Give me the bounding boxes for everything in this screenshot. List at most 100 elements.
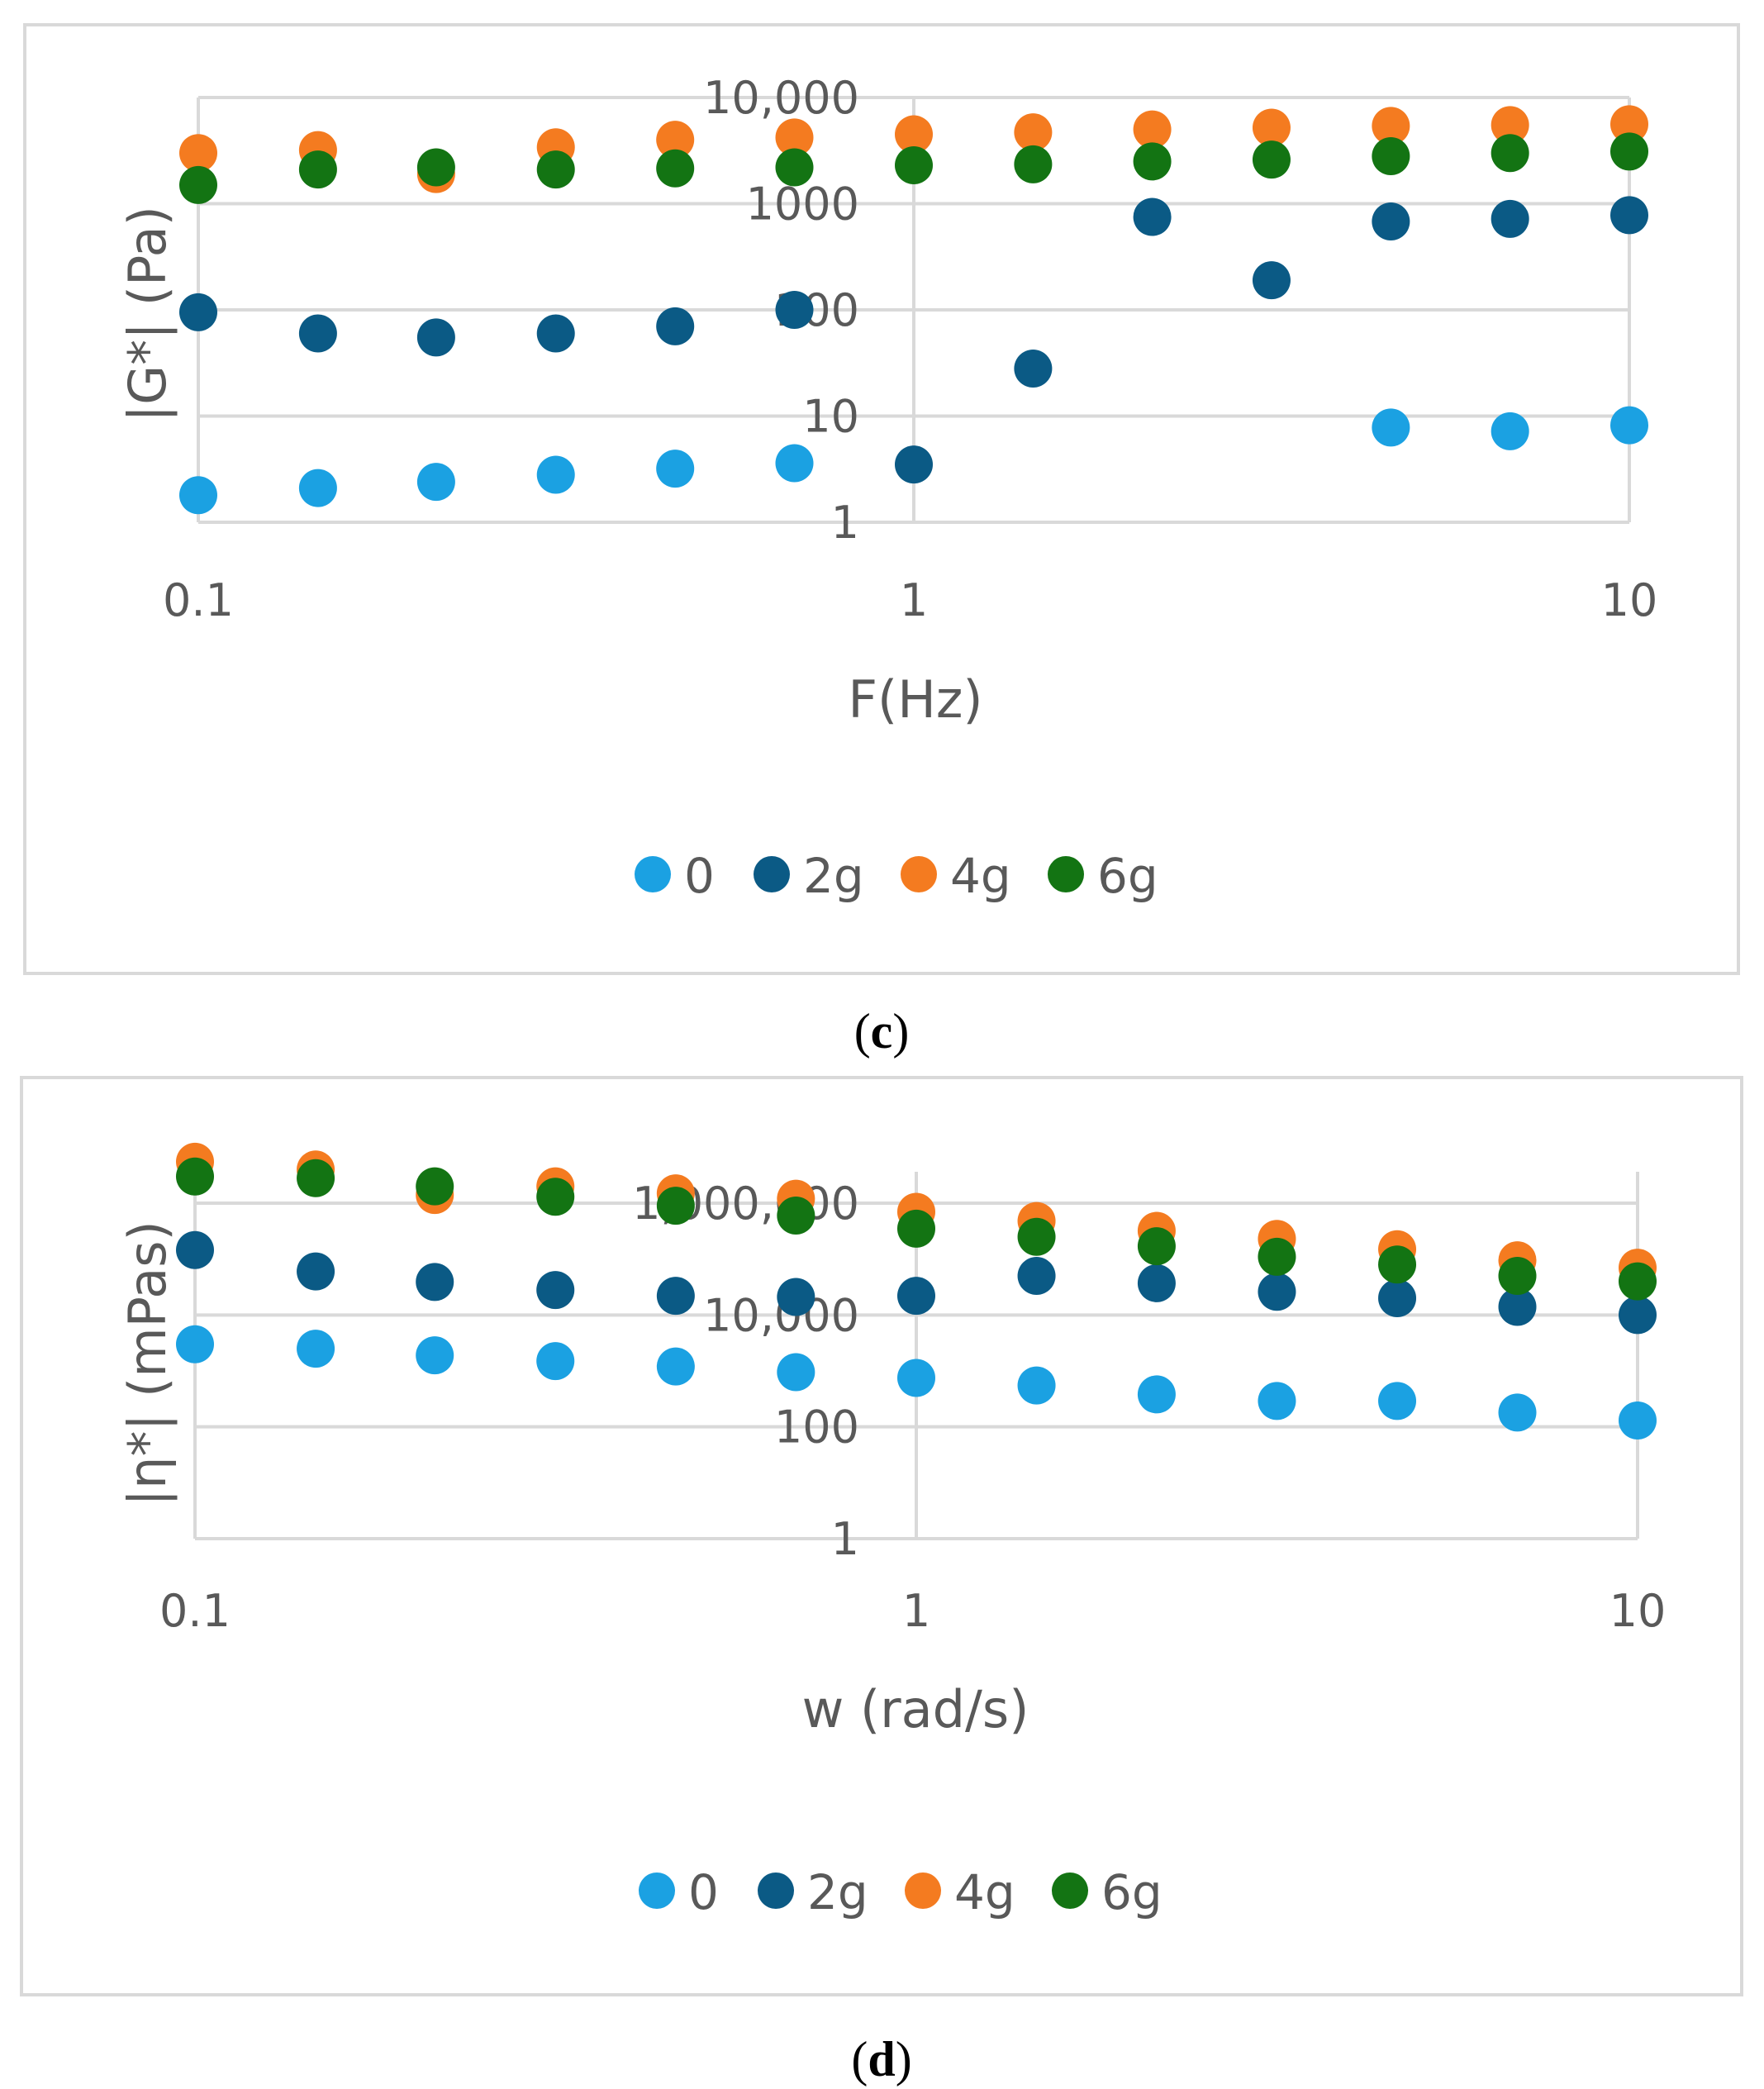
x-tick-label: 0.1: [159, 1585, 231, 1637]
point-0: [656, 1347, 695, 1386]
legend-marker-2g: [758, 1872, 794, 1909]
caption-close: ): [896, 2032, 912, 2087]
panel-c: 1 10 100 1000 10,000 0.1 1 10 F(Hz) |G*| (Pa) …: [23, 23, 1740, 1059]
point-6g: [1258, 1237, 1296, 1276]
point-2g: [416, 1263, 454, 1301]
point-4g: [895, 115, 933, 154]
legend: 0 2g 4g 6g: [639, 1864, 1163, 1920]
point-0: [176, 1325, 214, 1363]
chart-area-border: [20, 1076, 1743, 1996]
point-6g: [1378, 1245, 1417, 1284]
point-0: [416, 463, 455, 502]
point-0: [656, 450, 695, 488]
point-2g: [416, 318, 455, 357]
y-axis-title: |η*| (mPas): [117, 1221, 178, 1506]
point-0: [297, 1330, 335, 1368]
point-6g: [656, 149, 695, 188]
legend-label-4g: 4g: [954, 1864, 1015, 1920]
legend-marker-4g: [901, 856, 937, 892]
legend-label-0: 0: [688, 1864, 719, 1920]
point-4g: [1372, 107, 1410, 145]
y-tick-label: 100: [774, 1401, 859, 1454]
x-tick-label: 0.1: [163, 574, 234, 626]
y-tick-label: 1: [831, 497, 859, 549]
legend-label-2g: 2g: [807, 1864, 868, 1920]
point-6g: [416, 148, 455, 187]
point-2g: [1610, 196, 1648, 235]
legend-label-6g: 6g: [1101, 1864, 1163, 1920]
point-4g: [1014, 113, 1053, 152]
y-tick-label: 10: [802, 391, 859, 443]
point-0: [1137, 1375, 1176, 1414]
point-2g: [777, 1278, 815, 1316]
point-6g: [416, 1167, 454, 1206]
point-0: [1258, 1382, 1296, 1420]
caption-letter: c: [871, 1004, 893, 1059]
point-6g: [1372, 137, 1410, 176]
point-4g: [1491, 106, 1529, 145]
chart-area-border: [23, 23, 1740, 975]
point-2g: [897, 1277, 935, 1316]
point-0: [1017, 1366, 1056, 1405]
point-2g: [297, 1252, 335, 1291]
point-6g: [536, 1178, 575, 1216]
legend-marker-2g: [754, 856, 790, 892]
legend-label-2g: 2g: [803, 848, 864, 904]
point-2g: [1137, 1263, 1176, 1302]
point-2g: [1498, 1287, 1537, 1326]
x-axis-title: F(Hz): [848, 669, 982, 730]
panel-d: 1 100 10,000 1,000,000 0.1 1 10 w (rad/s) |η*…: [0, 1066, 1764, 2089]
point-6g: [179, 165, 217, 204]
point-6g: [536, 150, 575, 189]
point-2g: [298, 314, 337, 353]
point-6g: [656, 1187, 695, 1225]
caption-c: (c): [854, 1004, 910, 1059]
point-6g: [777, 1197, 815, 1235]
caption-open: (: [854, 1004, 871, 1059]
legend-marker-0: [635, 856, 671, 892]
point-0: [298, 469, 337, 507]
point-2g: [176, 1230, 214, 1269]
point-0: [416, 1336, 454, 1375]
point-6g: [1014, 145, 1053, 183]
point-2g: [536, 1271, 575, 1310]
point-2g: [1619, 1296, 1657, 1335]
x-tick-label: 10: [1609, 1585, 1667, 1637]
point-6g: [1619, 1262, 1657, 1301]
point-6g: [897, 1209, 935, 1248]
point-6g: [1252, 140, 1291, 179]
point-2g: [1017, 1257, 1056, 1296]
point-6g: [297, 1159, 335, 1197]
point-6g: [1491, 134, 1529, 173]
point-0: [536, 455, 575, 494]
point-0: [1619, 1401, 1657, 1439]
point-0: [775, 444, 814, 483]
point-4g: [1252, 108, 1291, 147]
point-0: [179, 476, 217, 515]
point-2g: [656, 1277, 695, 1316]
point-0: [777, 1353, 815, 1392]
point-2g: [179, 293, 217, 331]
point-6g: [895, 146, 933, 185]
point-2g: [1252, 261, 1291, 300]
caption-d: (d): [851, 2032, 911, 2087]
legend-marker-4g: [905, 1872, 941, 1909]
point-4g: [775, 118, 814, 157]
caption-letter: d: [868, 2032, 895, 2087]
legend-marker-6g: [1052, 1872, 1088, 1909]
y-tick-label: 1000: [746, 178, 859, 231]
point-2g: [775, 291, 814, 329]
point-6g: [1498, 1257, 1537, 1296]
point-0: [1491, 412, 1529, 450]
caption-close: ): [892, 1004, 909, 1059]
legend-label-4g: 4g: [950, 848, 1011, 904]
y-axis-title: |G*| (Pa): [117, 206, 178, 422]
point-4g: [1610, 105, 1648, 144]
point-2g: [1372, 202, 1410, 241]
point-6g: [1610, 132, 1648, 171]
point-2g: [1133, 197, 1172, 236]
y-tick-label: 10,000: [703, 72, 859, 124]
point-2g: [536, 314, 575, 353]
